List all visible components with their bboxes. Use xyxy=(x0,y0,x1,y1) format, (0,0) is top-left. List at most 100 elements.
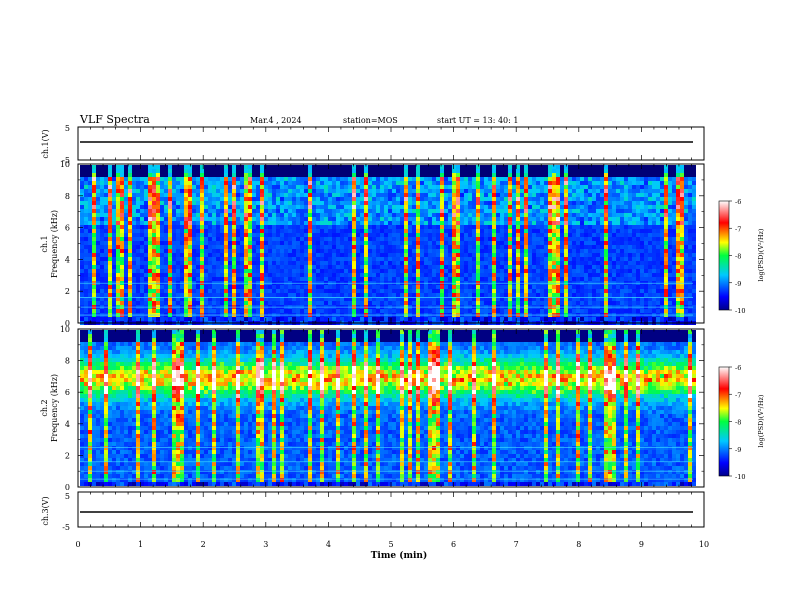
spectrogram-cell xyxy=(308,197,312,201)
spectrogram-cell xyxy=(340,317,344,321)
spectrogram-cell xyxy=(132,229,136,233)
spectrogram-cell xyxy=(156,217,160,221)
spectrogram-cell xyxy=(312,317,316,321)
spectrogram-cell xyxy=(388,189,392,193)
spectrogram-cell xyxy=(464,213,468,217)
spectrogram-cell xyxy=(88,177,92,181)
spectrogram-cell xyxy=(200,309,204,313)
spectrogram-cell xyxy=(244,205,248,209)
spectrogram-cell xyxy=(472,237,476,241)
spectrogram-cell xyxy=(432,237,436,241)
spectrogram-cell xyxy=(140,225,144,229)
spectrogram-cell xyxy=(388,269,392,273)
spectrogram-cell xyxy=(296,249,300,253)
spectrogram-cell xyxy=(124,257,128,261)
spectrogram-cell xyxy=(212,249,216,253)
spectrogram-cell xyxy=(292,301,296,305)
spectrogram-cell xyxy=(288,257,292,261)
spectrogram-cell xyxy=(428,245,432,249)
spectrogram-cell xyxy=(400,169,404,173)
spectrogram-cell xyxy=(448,213,452,217)
spectrogram-cell xyxy=(420,217,424,221)
spectrogram-cell xyxy=(152,217,156,221)
spectrogram-cell xyxy=(316,297,320,301)
spectrogram-cell xyxy=(460,241,464,245)
spectrogram-cell xyxy=(284,257,288,261)
spectrogram-cell xyxy=(176,249,180,253)
spectrogram-cell xyxy=(488,205,492,209)
spectrogram-cell xyxy=(340,177,344,181)
spectrogram-cell xyxy=(84,229,88,233)
spectrogram-cell xyxy=(168,269,172,273)
spectrogram-cell xyxy=(384,229,388,233)
spectrogram-cell xyxy=(140,177,144,181)
spectrogram-cell xyxy=(508,253,512,257)
spectrogram-cell xyxy=(96,217,100,221)
spectrogram-cell xyxy=(468,277,472,281)
spectrogram-cell xyxy=(364,277,368,281)
spectrogram-cell xyxy=(248,217,252,221)
spectrogram-cell xyxy=(288,309,292,313)
spectrogram-cell xyxy=(284,201,288,205)
spectrogram-cell xyxy=(164,169,168,173)
spectrogram-cell xyxy=(480,165,484,169)
spectrogram-cell xyxy=(456,189,460,193)
spectrogram-cell xyxy=(140,253,144,257)
spectrogram-cell xyxy=(436,229,440,233)
spectrogram-cell xyxy=(308,237,312,241)
spectrogram-cell xyxy=(440,297,444,301)
spectrogram-cell xyxy=(376,181,380,185)
spectrogram-cell xyxy=(332,237,336,241)
spectrogram-cell xyxy=(260,197,264,201)
spectrogram-cell xyxy=(196,269,200,273)
spectrogram-cell xyxy=(388,185,392,189)
spectrogram-cell xyxy=(140,201,144,205)
spectrogram-cell xyxy=(116,273,120,277)
spectrogram-cell xyxy=(160,177,164,181)
spectrogram-cell xyxy=(316,177,320,181)
spectrogram-cell xyxy=(512,221,516,225)
spectrogram-cell xyxy=(92,169,96,173)
spectrogram-cell xyxy=(232,165,236,169)
spectrogram-cell xyxy=(496,213,500,217)
spectrogram-cell xyxy=(240,205,244,209)
spectrogram-cell xyxy=(228,193,232,197)
spectrogram-cell xyxy=(508,269,512,273)
spectrogram-cell xyxy=(84,241,88,245)
spectrogram-cell xyxy=(352,317,356,321)
spectrogram-cell xyxy=(368,309,372,313)
spectrogram-cell xyxy=(476,217,480,221)
spectrogram-cell xyxy=(148,301,152,305)
spectrogram-cell xyxy=(484,225,488,229)
spectrogram-cell xyxy=(180,265,184,269)
spectrogram-cell xyxy=(296,241,300,245)
spectrogram-cell xyxy=(180,289,184,293)
spectrogram-cell xyxy=(384,169,388,173)
spectrogram-cell xyxy=(232,201,236,205)
spectrogram-cell xyxy=(500,189,504,193)
spectrogram-cell xyxy=(232,205,236,209)
spectrogram-cell xyxy=(148,229,152,233)
spectrogram-cell xyxy=(224,285,228,289)
spectrogram-cell xyxy=(180,177,184,181)
spectrogram-cell xyxy=(548,257,552,261)
spectrogram-cell xyxy=(436,297,440,301)
spectrogram-cell xyxy=(396,201,400,205)
spectrogram-cell xyxy=(224,181,228,185)
spectrogram-cell xyxy=(348,173,352,177)
spectrogram-cell xyxy=(496,173,500,177)
spectrogram-cell xyxy=(404,257,408,261)
spectrogram-cell xyxy=(460,317,464,321)
spectrogram-cell xyxy=(208,221,212,225)
spectrogram-cell xyxy=(328,173,332,177)
spectrogram-cell xyxy=(148,317,152,321)
spectrogram-cell xyxy=(256,293,260,297)
spectrogram-cell xyxy=(304,233,308,237)
spectrogram-cell xyxy=(456,237,460,241)
spectrogram-cell xyxy=(552,229,556,233)
spectrogram-cell xyxy=(288,289,292,293)
spectrogram-cell xyxy=(524,301,528,305)
spectrogram-cell xyxy=(496,205,500,209)
spectrogram-cell xyxy=(208,245,212,249)
spectrogram-cell xyxy=(540,265,544,269)
